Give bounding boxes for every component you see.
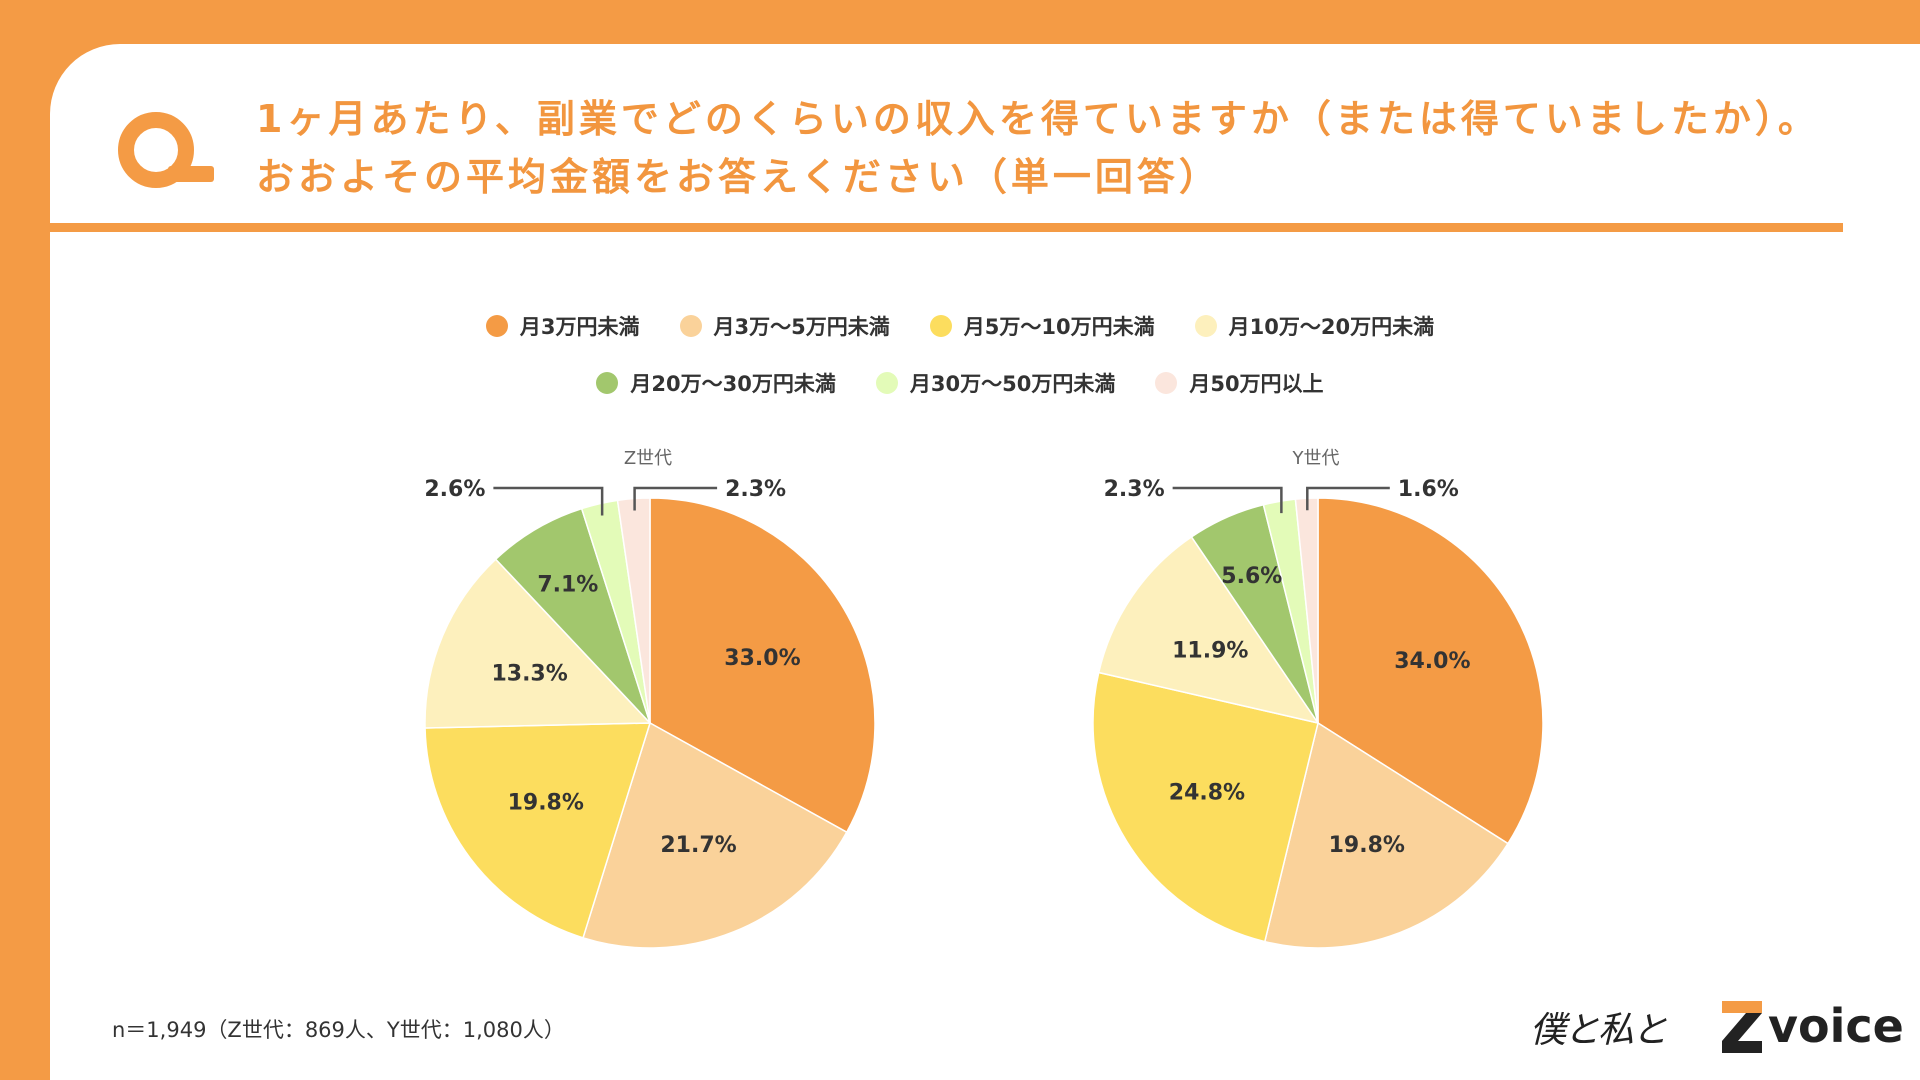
legend-row: 月20万～30万円未満 月30万～50万円未満 月50万円以上 <box>0 368 1920 398</box>
slice-label: 34.0% <box>1394 649 1470 674</box>
legend-item: 月30万～50万円未満 <box>875 368 1116 398</box>
legend-item: 月20万～30万円未満 <box>596 368 836 398</box>
title-divider <box>50 223 1843 232</box>
legend-label: 月3万～5万円未満 <box>713 315 890 339</box>
legend-swatch <box>485 315 508 337</box>
pie-slice <box>494 507 651 724</box>
pie-slice <box>1097 535 1320 725</box>
question-q-icon <box>118 112 214 188</box>
slice-label: 24.8% <box>1169 781 1245 806</box>
callout-line <box>1306 486 1390 511</box>
legend-label: 月3万円未満 <box>519 315 640 339</box>
pie-slice <box>424 722 652 939</box>
z-logo-icon <box>1722 1001 1762 1053</box>
legend-label: 月5万～10万円未満 <box>963 315 1155 339</box>
legend-item: 月3万円未満 <box>485 311 640 341</box>
slice-label: 1.6% <box>1398 477 1459 502</box>
slice-label: 2.6% <box>424 477 485 502</box>
legend-swatch <box>596 372 619 394</box>
pie-slice <box>649 497 876 834</box>
slice-label: 21.7% <box>660 833 736 858</box>
legend-label: 月10万～20万円未満 <box>1228 315 1435 339</box>
chart-title: Y世代 <box>1292 448 1340 469</box>
legend-swatch <box>1155 372 1178 394</box>
question-text-line-2: おおよその平均金額をお答えください（単一回答） <box>256 155 1221 199</box>
legend-label: 月50万円以上 <box>1189 372 1324 396</box>
brand-logo: 僕と私と voice <box>1530 995 1910 1065</box>
legend-row: 月3万円未満 月3万～5万円未満 月5万～10万円未満 月10万～20万円未満 <box>0 311 1920 341</box>
pie-slice <box>1317 497 1544 845</box>
slice-label: 19.8% <box>1329 833 1405 858</box>
callout-line <box>1172 486 1283 514</box>
pie-slice <box>1263 721 1510 949</box>
slice-label: 19.8% <box>508 790 584 815</box>
sample-size-footnote: n＝1,949（Z世代：869人、Y世代：1,080人） <box>112 1018 565 1042</box>
logo-script-text: 僕と私と <box>1530 1010 1668 1051</box>
slice-label: 33.0% <box>724 646 800 671</box>
pie-slice <box>582 721 848 949</box>
slice-label: 5.6% <box>1221 564 1282 589</box>
pie-slice <box>1092 671 1319 943</box>
legend-swatch <box>875 372 898 394</box>
legend-item: 月10万～20万円未満 <box>1194 311 1435 341</box>
callout-line <box>493 486 604 516</box>
legend-label: 月20万～30万円未満 <box>630 372 836 396</box>
question-text-line-1: 1ヶ月あたり、副業でどのくらいの収入を得ていますか（または得ていましたか）。 <box>256 97 1820 141</box>
pie-slice <box>424 558 652 729</box>
callout-line <box>633 486 718 511</box>
slice-label: 2.3% <box>1104 477 1165 502</box>
legend-label: 月30万～50万円未満 <box>909 372 1116 396</box>
legend-item: 月50万円以上 <box>1155 368 1324 398</box>
content-card <box>50 44 1920 1080</box>
legend-swatch <box>929 315 952 337</box>
slice-label: 13.3% <box>491 662 567 687</box>
logo-brand-text: voice <box>1768 999 1904 1053</box>
chart-title: Z世代 <box>624 448 672 469</box>
slice-label: 2.3% <box>725 477 786 502</box>
legend-swatch <box>1194 315 1217 337</box>
slice-label: 11.9% <box>1172 638 1248 663</box>
legend-item: 月5万～10万円未満 <box>929 311 1155 341</box>
slice-label: 7.1% <box>537 572 598 597</box>
legend-item: 月3万～5万円未満 <box>679 311 890 341</box>
legend-swatch <box>679 315 702 337</box>
